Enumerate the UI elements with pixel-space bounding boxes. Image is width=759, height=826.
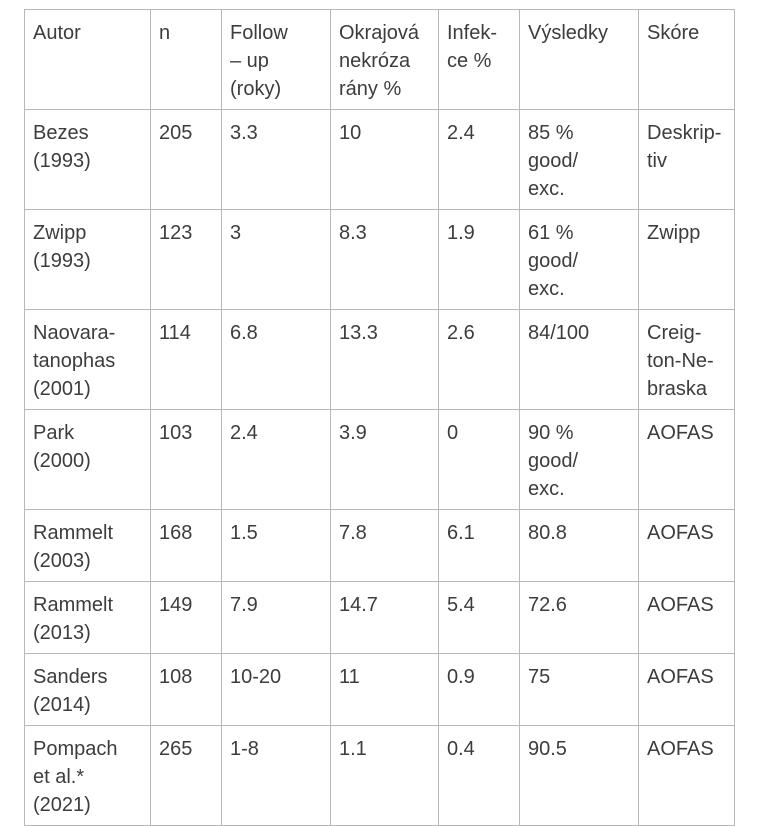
table-row: Sanders (2014) 108 10-20 11 0.9 75 AOFAS xyxy=(24,653,735,726)
column-header: Výsledky xyxy=(519,9,639,110)
table-cell: 90.5 xyxy=(519,725,639,826)
table-cell: Rammelt (2013) xyxy=(24,581,151,654)
table-row: Rammelt (2003) 168 1.5 7.8 6.1 80.8 AOFAS xyxy=(24,509,735,582)
table-cell: 0.4 xyxy=(438,725,520,826)
table-row: Naovara- tanophas (2001) 114 6.8 13.3 2.6 84/… xyxy=(24,309,735,410)
table-header-row: Autor n Follow – up (roky) Okrajová nekróza… xyxy=(24,9,735,110)
table-cell: Zwipp xyxy=(638,209,735,310)
table-cell: 84/100 xyxy=(519,309,639,410)
table-cell: AOFAS xyxy=(638,509,735,582)
table-cell: 0 xyxy=(438,409,520,510)
table-cell: Rammelt (2003) xyxy=(24,509,151,582)
table-cell: 7.8 xyxy=(330,509,439,582)
table-cell: 108 xyxy=(150,653,222,726)
table-cell: 8.3 xyxy=(330,209,439,310)
table-cell: 3.3 xyxy=(221,109,331,210)
table-cell: Creig- ton-Ne- braska xyxy=(638,309,735,410)
table-cell: 2.4 xyxy=(438,109,520,210)
table-cell: 1.9 xyxy=(438,209,520,310)
column-header: n xyxy=(150,9,222,110)
table-cell: 265 xyxy=(150,725,222,826)
table-cell: 3.9 xyxy=(330,409,439,510)
table-cell: 14.7 xyxy=(330,581,439,654)
table-cell: AOFAS xyxy=(638,653,735,726)
table-cell: 1-8 xyxy=(221,725,331,826)
table-cell: 123 xyxy=(150,209,222,310)
table-cell: 72.6 xyxy=(519,581,639,654)
table-row: Rammelt (2013) 149 7.9 14.7 5.4 72.6 AOFAS xyxy=(24,581,735,654)
table-cell: 205 xyxy=(150,109,222,210)
table-cell: Sanders (2014) xyxy=(24,653,151,726)
table-cell: AOFAS xyxy=(638,581,735,654)
table-cell: Bezes (1993) xyxy=(24,109,151,210)
table-cell: Zwipp (1993) xyxy=(24,209,151,310)
table-cell: 0.9 xyxy=(438,653,520,726)
table-cell: 168 xyxy=(150,509,222,582)
column-header: Skóre xyxy=(638,9,735,110)
table-cell: 11 xyxy=(330,653,439,726)
table-cell: 5.4 xyxy=(438,581,520,654)
column-header: Okrajová nekróza rány % xyxy=(330,9,439,110)
column-header: Follow – up (roky) xyxy=(221,9,331,110)
table-cell: Pompach et al.* (2021) xyxy=(24,725,151,826)
table-cell: 75 xyxy=(519,653,639,726)
table-cell: AOFAS xyxy=(638,409,735,510)
table-cell: 13.3 xyxy=(330,309,439,410)
table-cell: Park (2000) xyxy=(24,409,151,510)
table-cell: 114 xyxy=(150,309,222,410)
table-cell: AOFAS xyxy=(638,725,735,826)
table-cell: 6.8 xyxy=(221,309,331,410)
table-cell: 2.4 xyxy=(221,409,331,510)
column-header: Autor xyxy=(24,9,151,110)
table-cell: 80.8 xyxy=(519,509,639,582)
table-row: Zwipp (1993) 123 3 8.3 1.9 61 % good/ exc. Zwi… xyxy=(24,209,735,310)
table-cell: 1.5 xyxy=(221,509,331,582)
table-cell: 61 % good/ exc. xyxy=(519,209,639,310)
table-cell: 10 xyxy=(330,109,439,210)
table-cell: Deskrip- tiv xyxy=(638,109,735,210)
table-cell: 149 xyxy=(150,581,222,654)
table-cell: 10-20 xyxy=(221,653,331,726)
table-row: Bezes (1993) 205 3.3 10 2.4 85 % good/ exc. De… xyxy=(24,109,735,210)
column-header: Infek- ce % xyxy=(438,9,520,110)
results-table: Autor n Follow – up (roky) Okrajová nekróza… xyxy=(24,9,735,826)
table-cell: 90 % good/ exc. xyxy=(519,409,639,510)
table-cell: 85 % good/ exc. xyxy=(519,109,639,210)
table-row: Pompach et al.* (2021) 265 1-8 1.1 0.4 90.5 AO… xyxy=(24,725,735,826)
table-cell: 6.1 xyxy=(438,509,520,582)
table-cell: 1.1 xyxy=(330,725,439,826)
table-cell: Naovara- tanophas (2001) xyxy=(24,309,151,410)
table-cell: 2.6 xyxy=(438,309,520,410)
table-cell: 7.9 xyxy=(221,581,331,654)
table-cell: 103 xyxy=(150,409,222,510)
table-row: Park (2000) 103 2.4 3.9 0 90 % good/ exc. AOFA… xyxy=(24,409,735,510)
table-cell: 3 xyxy=(221,209,331,310)
